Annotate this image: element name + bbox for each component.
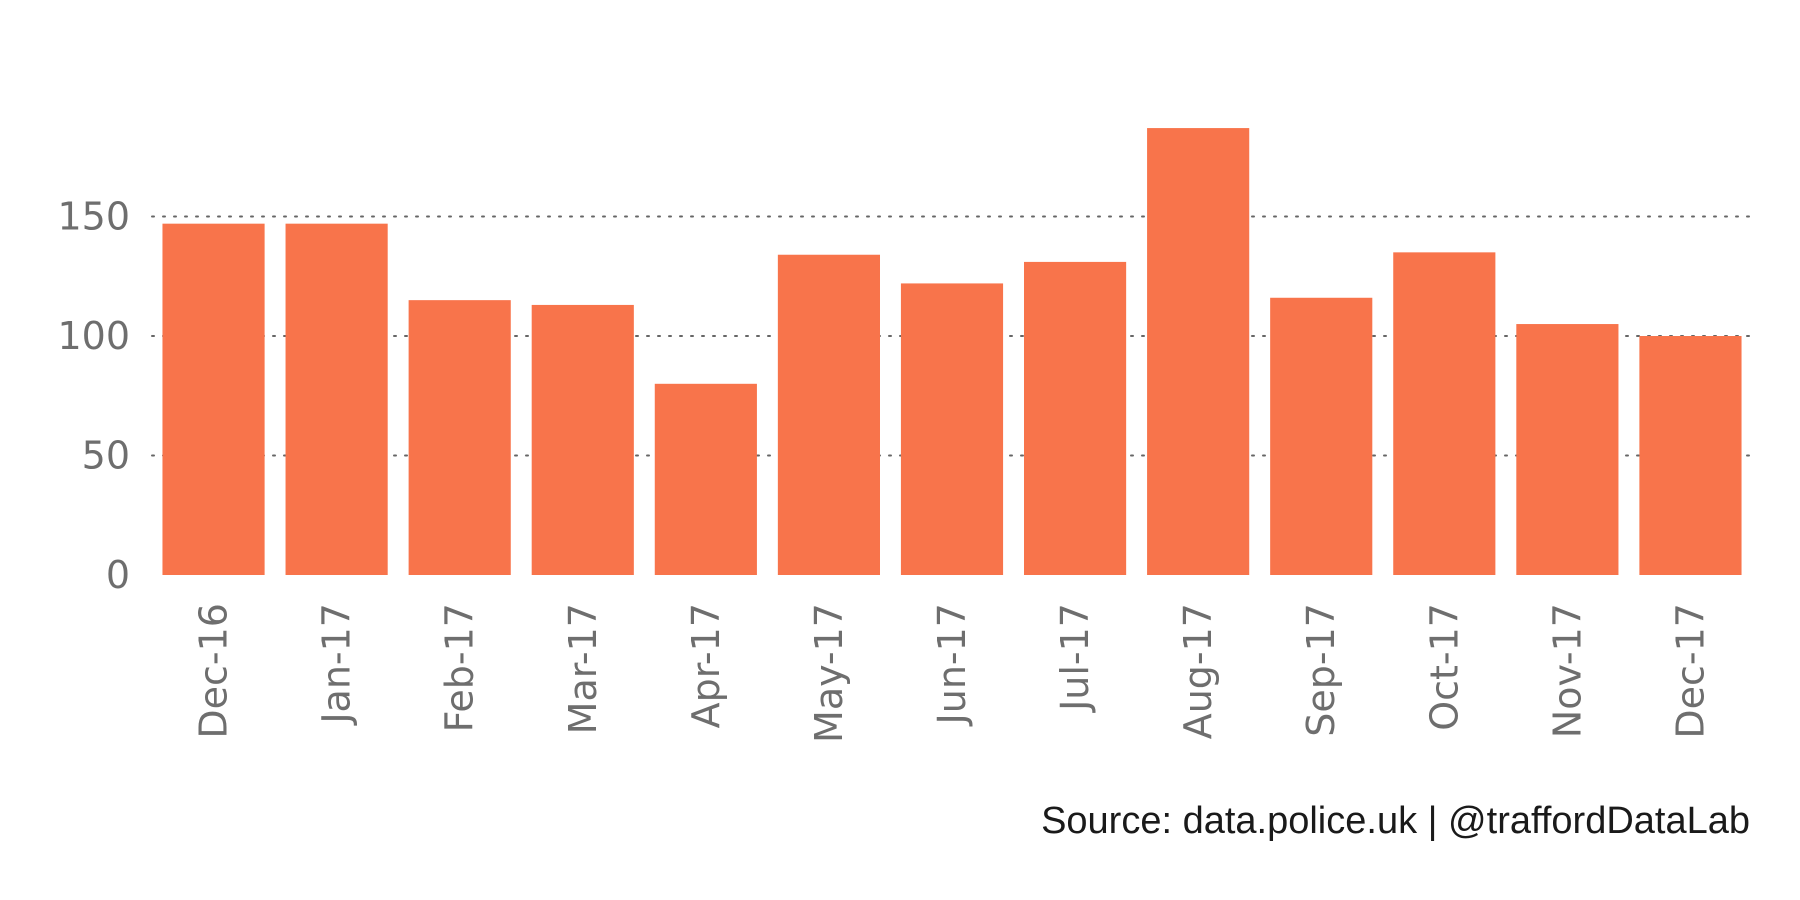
x-tick-label: Sep-17	[1299, 603, 1343, 737]
bar-Jan-17	[285, 223, 388, 576]
x-tick-label: Jan-17	[315, 603, 359, 726]
y-tick-label: 100	[57, 314, 130, 358]
bar-Aug-17	[1147, 128, 1250, 575]
bar-Dec-16	[162, 223, 265, 576]
bar-Oct-17	[1393, 252, 1496, 575]
y-tick-label: 150	[57, 195, 130, 239]
y-tick-label: 0	[106, 553, 130, 597]
x-tick-label: Aug-17	[1176, 603, 1220, 739]
x-tick-label: Feb-17	[438, 603, 482, 732]
source-caption: Source: data.police.uk | @traffordDataLa…	[1041, 800, 1750, 842]
x-tick-label: Apr-17	[684, 603, 728, 728]
x-tick-label: May-17	[807, 603, 851, 743]
y-tick-label: 50	[82, 434, 130, 478]
bar-Jun-17	[900, 283, 1004, 575]
bar-Nov-17	[1516, 324, 1619, 575]
x-tick-label: Dec-16	[192, 603, 236, 739]
bar-Feb-17	[408, 300, 511, 575]
bar-Jul-17	[1024, 261, 1127, 575]
bar-Dec-17	[1639, 336, 1742, 575]
bars	[162, 128, 1742, 576]
bar-Apr-17	[654, 383, 757, 575]
x-axis-ticks: Dec-16 Jan-17 Feb-17 Mar-17 Apr-17 May-17 Jun-…	[192, 603, 1713, 743]
bar-May-17	[777, 254, 880, 576]
bar-Sep-17	[1270, 297, 1373, 575]
y-axis-ticks: 0 50 100 150	[57, 195, 130, 598]
x-tick-label: Oct-17	[1422, 603, 1466, 731]
x-tick-label: Nov-17	[1545, 603, 1589, 738]
bar-Mar-17	[531, 304, 634, 575]
x-tick-label: Jun-17	[930, 603, 974, 726]
x-tick-label: Mar-17	[561, 603, 605, 734]
x-tick-label: Dec-17	[1668, 603, 1712, 739]
x-tick-label: Jul-17	[1053, 603, 1097, 713]
